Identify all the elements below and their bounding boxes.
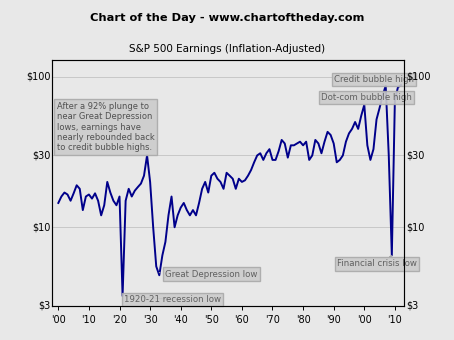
Text: Credit bubble high: Credit bubble high [334, 75, 414, 85]
Text: $30: $30 [406, 150, 424, 160]
Text: After a 92% plunge to
near Great Depression
lows, earnings have
nearly rebounded: After a 92% plunge to near Great Depress… [57, 102, 154, 152]
Text: Financial crisis low: Financial crisis low [337, 255, 417, 268]
Text: S&P 500 Earnings (Inflation-Adjusted): S&P 500 Earnings (Inflation-Adjusted) [129, 44, 325, 54]
Text: $10: $10 [406, 222, 424, 232]
Text: $30: $30 [32, 150, 50, 160]
Text: Great Depression low: Great Depression low [159, 270, 258, 279]
Text: $100: $100 [26, 72, 50, 82]
Text: $10: $10 [32, 222, 50, 232]
Text: $3: $3 [406, 301, 418, 311]
Text: 1920-21 recession low: 1920-21 recession low [124, 295, 221, 304]
Text: Dot-com bubble high: Dot-com bubble high [321, 93, 412, 105]
Text: $100: $100 [406, 72, 430, 82]
Text: Chart of the Day - www.chartoftheday.com: Chart of the Day - www.chartoftheday.com [90, 13, 364, 23]
Text: $3: $3 [38, 301, 50, 311]
